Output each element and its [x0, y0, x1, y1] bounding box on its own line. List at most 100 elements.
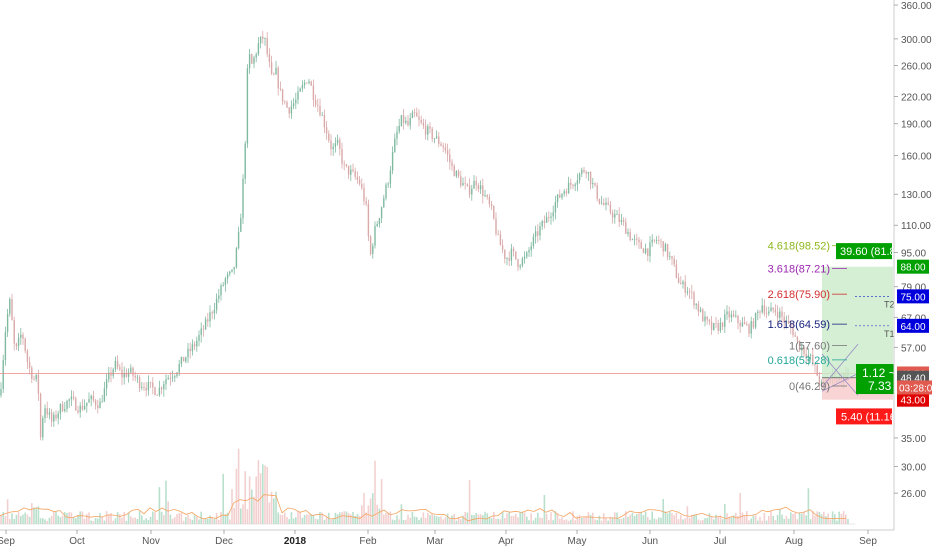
candle-body [53, 414, 55, 422]
volume-bar [112, 520, 114, 524]
candle-body [66, 400, 68, 410]
volume-bar [541, 518, 543, 524]
volume-bar [609, 516, 612, 524]
volume-bar [48, 517, 51, 524]
candle-body [127, 372, 130, 377]
volume-bar [28, 516, 31, 524]
candle-body [589, 172, 592, 185]
volume-bar [319, 511, 321, 524]
candle-body [178, 364, 180, 373]
volume-bar [741, 512, 744, 524]
volume-bar [587, 512, 590, 524]
candle-body [343, 163, 345, 165]
volume-bar [306, 514, 308, 524]
volume-bar [222, 473, 224, 524]
candle-body [554, 202, 557, 213]
volume-bar [429, 514, 431, 524]
candle-body [295, 99, 297, 104]
candle-body [460, 176, 462, 186]
candle-body [605, 202, 607, 205]
volume-bar [380, 479, 383, 524]
candle-body [229, 271, 231, 275]
volume-bar [455, 520, 458, 524]
candle-body [0, 388, 2, 396]
candle-body [563, 191, 565, 194]
x-tick-label: Apr [498, 536, 514, 547]
volume-bar [376, 504, 378, 524]
volume-bar [402, 519, 405, 524]
candle-body [105, 379, 108, 389]
candle-body [17, 337, 20, 347]
y-tick-label: 190.00 [901, 120, 932, 131]
volume-bar [11, 513, 13, 524]
x-tick-label: Mar [426, 536, 444, 547]
candle-body [108, 372, 110, 380]
candle-body [292, 103, 295, 107]
candle-body [20, 334, 22, 338]
candle-body [119, 367, 121, 370]
candle-body [242, 178, 244, 219]
candle-body [715, 323, 717, 324]
volume-bar [746, 511, 748, 524]
price-badge [897, 289, 929, 304]
candle-body [145, 387, 147, 391]
candle-body [765, 313, 768, 315]
candle-body [484, 195, 486, 197]
candle-body [708, 319, 711, 322]
volume-bar [385, 512, 387, 524]
candle-body [286, 102, 288, 108]
candle-body [772, 307, 774, 310]
candle-body [321, 115, 323, 116]
volume-bar [724, 503, 726, 524]
x-tick-label: May [568, 536, 587, 547]
candle-body [268, 53, 271, 63]
volume-bar [295, 517, 297, 524]
volume-bar [35, 507, 37, 524]
volume-bar [332, 518, 334, 524]
volume-bar [816, 511, 818, 524]
candle-body [556, 194, 559, 203]
volume-bar [512, 515, 515, 524]
candle-body [193, 344, 196, 347]
volume-bar [114, 518, 117, 524]
candle-body [455, 170, 458, 177]
candle-body [677, 277, 680, 283]
candle-body [15, 343, 18, 347]
triangle-upper-line [821, 343, 859, 388]
ratio-label-2: 7.33 [868, 379, 892, 393]
candle-body [644, 248, 647, 254]
candle-body [570, 182, 572, 185]
candle-body [411, 112, 414, 119]
volume-bar [554, 511, 557, 524]
candle-body [224, 278, 227, 285]
y-tick-label: 57.00 [901, 343, 926, 354]
candle-body [79, 405, 81, 413]
candle-body [141, 387, 143, 389]
candle-body [130, 367, 132, 373]
candle-body [717, 323, 719, 331]
y-tick-label: 300.00 [901, 35, 932, 46]
candle-body [314, 100, 317, 106]
volume-bar [708, 513, 711, 524]
volume-bar [257, 460, 260, 524]
candle-body [420, 119, 422, 123]
candle-body [486, 195, 488, 198]
candle-body [523, 256, 526, 259]
volume-bar [207, 518, 209, 524]
volume-bar [515, 513, 517, 524]
candle-body [662, 241, 664, 252]
volume-bar [310, 514, 312, 524]
volume-bar [754, 515, 757, 524]
volume-bar [147, 519, 150, 524]
volume-bar [180, 512, 183, 524]
candle-body [550, 216, 552, 218]
candle-body [427, 126, 429, 135]
candle-body [466, 183, 469, 186]
candle-body [497, 233, 499, 235]
volume-bar [440, 516, 442, 524]
candle-body [75, 398, 77, 411]
volume-bar [433, 515, 436, 524]
candle-body [385, 184, 387, 199]
candle-body [191, 344, 194, 352]
candle-body [517, 259, 519, 268]
